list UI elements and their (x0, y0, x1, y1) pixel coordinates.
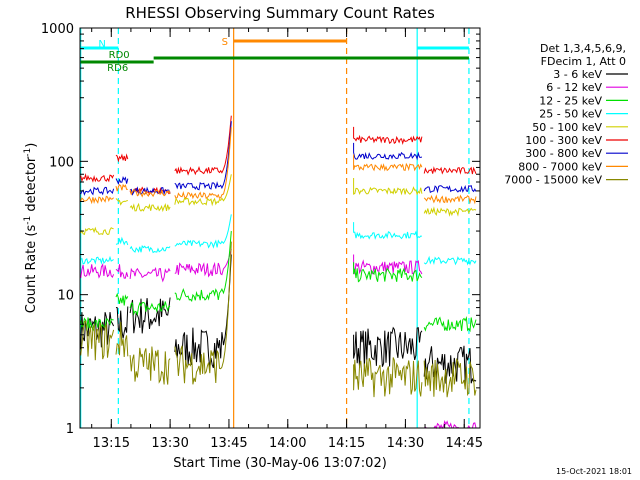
legend-header: FDecim 1, Att 0 (541, 55, 626, 68)
chart-title: RHESSI Observing Summary Count Rates (125, 4, 435, 22)
series-line (423, 166, 477, 175)
series-line (80, 226, 114, 236)
x-tick-label: 14:45 (446, 436, 483, 451)
series-line (353, 126, 423, 145)
flag-label: RD6 (107, 63, 128, 74)
y-tick-label: 1000 (41, 22, 74, 37)
flag-label: RD0 (109, 50, 130, 61)
series-line (129, 186, 171, 196)
series-line (423, 255, 477, 266)
legend-label: 25 - 50 keV (539, 108, 602, 121)
series-line (353, 142, 423, 161)
series-line (423, 316, 477, 333)
series-line (115, 198, 128, 206)
series-line (115, 175, 129, 186)
series-line (115, 236, 129, 246)
legend-label: 12 - 25 keV (539, 94, 602, 107)
series-line (174, 231, 232, 303)
series-line (353, 178, 423, 196)
legend-label: 300 - 800 keV (525, 147, 602, 160)
series-line (115, 292, 129, 306)
legend-label: 3 - 6 keV (553, 68, 602, 81)
vertical-marker-group (80, 28, 470, 428)
x-tick-label: 14:30 (387, 436, 424, 451)
series-line (423, 206, 477, 217)
series-line (129, 266, 171, 283)
series-group (80, 115, 477, 430)
legend: Det 1,3,4,5,6,9,FDecim 1, Att 03 - 6 keV… (504, 42, 628, 187)
flag-label: N (98, 39, 105, 50)
series-line (80, 320, 115, 361)
series-line (174, 127, 232, 200)
series-line (129, 301, 171, 316)
legend-label: 100 - 300 keV (525, 134, 602, 147)
series-line (115, 264, 129, 279)
legend-label: 6 - 12 keV (546, 81, 602, 94)
x-tick-label: 13:15 (93, 436, 130, 451)
legend-label: 800 - 7000 keV (518, 160, 602, 173)
series-line (115, 153, 129, 163)
series-line (174, 254, 232, 369)
series-line (423, 419, 477, 430)
y-tick-label: 10 (57, 289, 74, 304)
series-line (80, 195, 114, 205)
series-line (174, 174, 232, 207)
flag-label: S (222, 37, 228, 48)
plot-frame (79, 27, 481, 429)
series-line (353, 326, 423, 368)
series-line (115, 306, 129, 339)
series-line (423, 185, 477, 194)
series-line (129, 187, 171, 198)
series-line (353, 154, 423, 172)
series-line (129, 202, 171, 213)
series-line (353, 262, 423, 283)
flag-bar-group: N S RD0 RD6 (80, 37, 469, 74)
series-line (174, 214, 232, 249)
series-line (80, 186, 115, 196)
y-axis: 1 10 100 1000 (41, 22, 480, 437)
x-tick-label: 13:30 (151, 436, 188, 451)
series-line (423, 194, 477, 205)
footer-timestamp: 15-Oct-2021 18:01 (556, 467, 632, 476)
y-tick-label: 1 (66, 422, 74, 437)
legend-header: Det 1,3,4,5,6,9, (540, 42, 626, 55)
series-line (353, 222, 422, 240)
x-axis: 13:15 13:30 13:45 14:00 14:15 14:30 14:45 (91, 28, 483, 451)
legend-label: 50 - 100 keV (532, 121, 602, 134)
series-line (174, 248, 232, 278)
series-line (129, 346, 171, 385)
series-line (129, 245, 171, 254)
series-line (174, 121, 232, 191)
series-line (80, 172, 115, 183)
x-tick-label: 13:45 (210, 436, 247, 451)
series-line (115, 183, 128, 192)
series-line (129, 297, 171, 334)
series-line (115, 321, 129, 358)
legend-label: 7000 - 15000 keV (504, 174, 602, 187)
x-axis-label: Start Time (30-May-06 13:07:02) (173, 456, 387, 471)
series-line (80, 255, 114, 265)
series-line (80, 262, 115, 279)
series-line (174, 115, 232, 176)
x-tick-label: 14:00 (269, 436, 306, 451)
y-tick-label: 100 (49, 155, 74, 170)
series-line (353, 254, 423, 275)
series-line (423, 357, 477, 398)
series-line (353, 357, 423, 398)
x-tick-label: 14:15 (328, 436, 365, 451)
y-axis-label: Count Rate (s-1 detector-1) (23, 143, 39, 314)
series-line (174, 241, 232, 385)
